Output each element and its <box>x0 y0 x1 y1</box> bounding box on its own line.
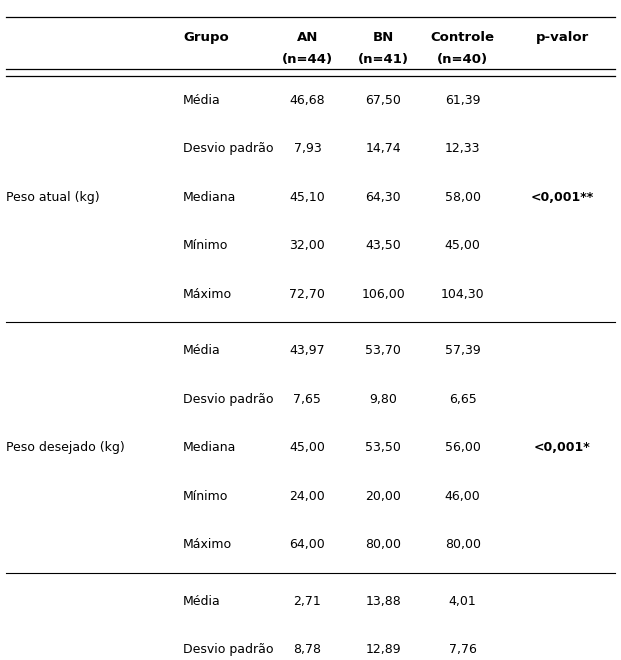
Text: <0,001*: <0,001* <box>533 441 591 454</box>
Text: p-valor: p-valor <box>535 31 589 44</box>
Text: 6,65: 6,65 <box>449 393 476 406</box>
Text: 104,30: 104,30 <box>441 288 484 301</box>
Text: 8,78: 8,78 <box>293 643 322 656</box>
Text: 13,88: 13,88 <box>365 595 401 608</box>
Text: 14,74: 14,74 <box>365 142 401 155</box>
Text: Média: Média <box>183 344 221 357</box>
Text: 45,10: 45,10 <box>289 191 325 204</box>
Text: 12,33: 12,33 <box>445 142 481 155</box>
Text: 45,00: 45,00 <box>445 239 481 252</box>
Text: Grupo: Grupo <box>183 31 229 44</box>
Text: BN: BN <box>373 31 394 44</box>
Text: 46,00: 46,00 <box>445 490 481 503</box>
Text: 106,00: 106,00 <box>361 288 405 301</box>
Text: 53,50: 53,50 <box>365 441 401 454</box>
Text: <0,001**: <0,001** <box>530 191 594 204</box>
Text: 32,00: 32,00 <box>289 239 325 252</box>
Text: 43,50: 43,50 <box>365 239 401 252</box>
Text: 2,71: 2,71 <box>294 595 321 608</box>
Text: 7,93: 7,93 <box>294 142 321 155</box>
Text: 64,30: 64,30 <box>365 191 401 204</box>
Text: 20,00: 20,00 <box>365 490 401 503</box>
Text: Peso desejado (kg): Peso desejado (kg) <box>6 441 125 454</box>
Text: Peso atual (kg): Peso atual (kg) <box>6 191 100 204</box>
Text: Desvio padrão: Desvio padrão <box>183 142 274 155</box>
Text: Máximo: Máximo <box>183 288 232 301</box>
Text: (n=44): (n=44) <box>282 53 333 66</box>
Text: 64,00: 64,00 <box>289 538 325 551</box>
Text: Média: Média <box>183 595 221 608</box>
Text: Controle: Controle <box>430 31 495 44</box>
Text: 61,39: 61,39 <box>445 94 481 107</box>
Text: Mediana: Mediana <box>183 441 237 454</box>
Text: Máximo: Máximo <box>183 538 232 551</box>
Text: AN: AN <box>297 31 318 44</box>
Text: (n=41): (n=41) <box>358 53 409 66</box>
Text: Desvio padrão: Desvio padrão <box>183 643 274 656</box>
Text: Média: Média <box>183 94 221 107</box>
Text: 46,68: 46,68 <box>289 94 325 107</box>
Text: Mediana: Mediana <box>183 191 237 204</box>
Text: 24,00: 24,00 <box>289 490 325 503</box>
Text: 12,89: 12,89 <box>365 643 401 656</box>
Text: 56,00: 56,00 <box>445 441 481 454</box>
Text: Desvio padrão: Desvio padrão <box>183 393 274 406</box>
Text: 53,70: 53,70 <box>365 344 401 357</box>
Text: 57,39: 57,39 <box>445 344 481 357</box>
Text: 7,65: 7,65 <box>294 393 321 406</box>
Text: (n=40): (n=40) <box>437 53 488 66</box>
Text: Mínimo: Mínimo <box>183 490 229 503</box>
Text: 58,00: 58,00 <box>445 191 481 204</box>
Text: 7,76: 7,76 <box>449 643 476 656</box>
Text: 80,00: 80,00 <box>445 538 481 551</box>
Text: 45,00: 45,00 <box>289 441 325 454</box>
Text: Mínimo: Mínimo <box>183 239 229 252</box>
Text: 80,00: 80,00 <box>365 538 401 551</box>
Text: 67,50: 67,50 <box>365 94 401 107</box>
Text: 43,97: 43,97 <box>289 344 325 357</box>
Text: 9,80: 9,80 <box>369 393 397 406</box>
Text: 72,70: 72,70 <box>289 288 325 301</box>
Text: 4,01: 4,01 <box>449 595 476 608</box>
